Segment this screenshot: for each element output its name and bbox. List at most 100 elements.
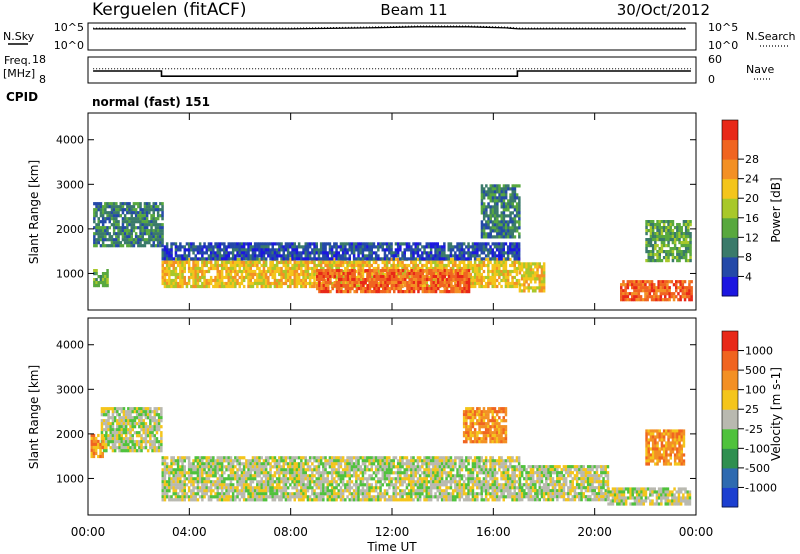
heatmap-cell <box>223 245 226 249</box>
heatmap-cell <box>412 290 416 294</box>
heatmap-cell <box>231 486 235 490</box>
heatmap-cell <box>485 205 488 209</box>
heatmap-cell <box>381 242 384 246</box>
heatmap-cell <box>216 272 219 277</box>
heatmap-cell <box>322 257 325 261</box>
heatmap-cell <box>368 284 372 288</box>
heatmap-cell <box>485 235 488 239</box>
heatmap-cell <box>667 241 670 245</box>
heatmap-cell <box>183 456 186 460</box>
heatmap-cell <box>247 465 250 469</box>
heatmap-cell <box>451 248 455 252</box>
heatmap-cell <box>251 272 255 277</box>
heatmap-cell <box>293 242 296 246</box>
heatmap-cell <box>513 220 517 224</box>
heatmap-cell <box>302 498 305 502</box>
heatmap-cell <box>168 263 171 268</box>
heatmap-cell <box>350 465 354 469</box>
heatmap-cell <box>432 284 436 288</box>
heatmap-cell <box>493 263 497 268</box>
heatmap-cell <box>495 254 499 258</box>
heatmap-cell <box>515 284 519 289</box>
heatmap-cell <box>542 268 546 272</box>
heatmap-cell <box>458 248 461 252</box>
heatmap-cell <box>377 284 381 288</box>
heatmap-cell <box>414 257 417 261</box>
heatmap-cell <box>236 263 239 268</box>
heatmap-cell <box>190 269 193 274</box>
heatmap-cell <box>456 290 460 294</box>
heatmap-cell <box>282 489 285 493</box>
heatmap-cell <box>289 281 292 286</box>
heatmap-cell <box>456 254 459 258</box>
heatmap-cell <box>476 245 479 249</box>
heatmap-cell <box>628 292 632 296</box>
heatmap-cell <box>267 242 270 246</box>
heatmap-cell <box>340 275 343 279</box>
heatmap-cell <box>675 295 678 299</box>
heatmap-cell <box>271 456 274 460</box>
heatmap-cell <box>302 269 305 274</box>
heatmap-cell <box>152 229 155 233</box>
heatmap-cell <box>165 248 169 252</box>
heatmap-cell <box>284 474 288 478</box>
heatmap-cell <box>293 483 296 487</box>
heatmap-cell <box>179 278 182 283</box>
heatmap-cell <box>359 248 362 252</box>
heatmap-cell <box>511 190 514 194</box>
heatmap-cell <box>306 498 310 502</box>
heatmap-cell <box>480 260 483 265</box>
heatmap-cell <box>216 278 219 283</box>
heatmap-cell <box>183 251 186 255</box>
heatmap-cell <box>201 468 204 472</box>
heatmap-cell <box>97 238 100 242</box>
heatmap-cell <box>668 286 671 290</box>
heatmap-cell <box>451 245 455 249</box>
heatmap-cell <box>331 272 334 276</box>
heatmap-cell <box>502 223 506 227</box>
heatmap-cell <box>480 193 484 197</box>
heatmap-cell <box>459 278 462 282</box>
heatmap-cell <box>260 468 263 472</box>
heatmap-cell <box>225 492 228 496</box>
heatmap-cell <box>154 226 158 230</box>
heatmap-cell <box>407 269 411 274</box>
heatmap-cell <box>482 248 486 252</box>
heatmap-cell <box>397 269 400 273</box>
heatmap-cell <box>251 248 255 252</box>
heatmap-cell <box>399 287 403 291</box>
heatmap-cell <box>251 459 255 463</box>
heatmap-cell <box>152 205 155 209</box>
heatmap-cell <box>253 272 257 277</box>
heatmap-cell <box>238 257 241 262</box>
heatmap-cell <box>415 278 418 282</box>
heatmap-cell <box>669 247 672 251</box>
heatmap-cell <box>198 462 202 466</box>
heatmap-cell <box>509 284 512 289</box>
heatmap-cell <box>333 275 337 279</box>
heatmap-cell <box>216 459 219 463</box>
heatmap-cell <box>181 474 184 478</box>
heatmap-cell <box>496 235 499 239</box>
heatmap-cell <box>372 260 376 265</box>
heatmap-cell <box>291 254 294 258</box>
heatmap-cell <box>104 284 107 288</box>
heatmap-cell <box>174 245 178 249</box>
heatmap-cell <box>401 266 404 271</box>
heatmap-cell <box>491 281 494 286</box>
heatmap-cell <box>410 281 414 285</box>
heatmap-cell <box>205 257 208 261</box>
heatmap-cell <box>649 232 653 236</box>
heatmap-cell <box>245 477 248 481</box>
heatmap-cell <box>423 251 426 255</box>
heatmap-cell <box>443 257 446 261</box>
heatmap-cell <box>449 245 453 249</box>
heatmap-cell <box>229 278 233 283</box>
heatmap-cell <box>542 283 546 287</box>
heatmap-cell <box>355 462 358 466</box>
heatmap-cell <box>650 289 654 293</box>
heatmap-cell <box>339 480 343 484</box>
heatmap-cell <box>489 187 492 191</box>
heatmap-cell <box>316 284 319 288</box>
heatmap-cell <box>262 278 266 283</box>
